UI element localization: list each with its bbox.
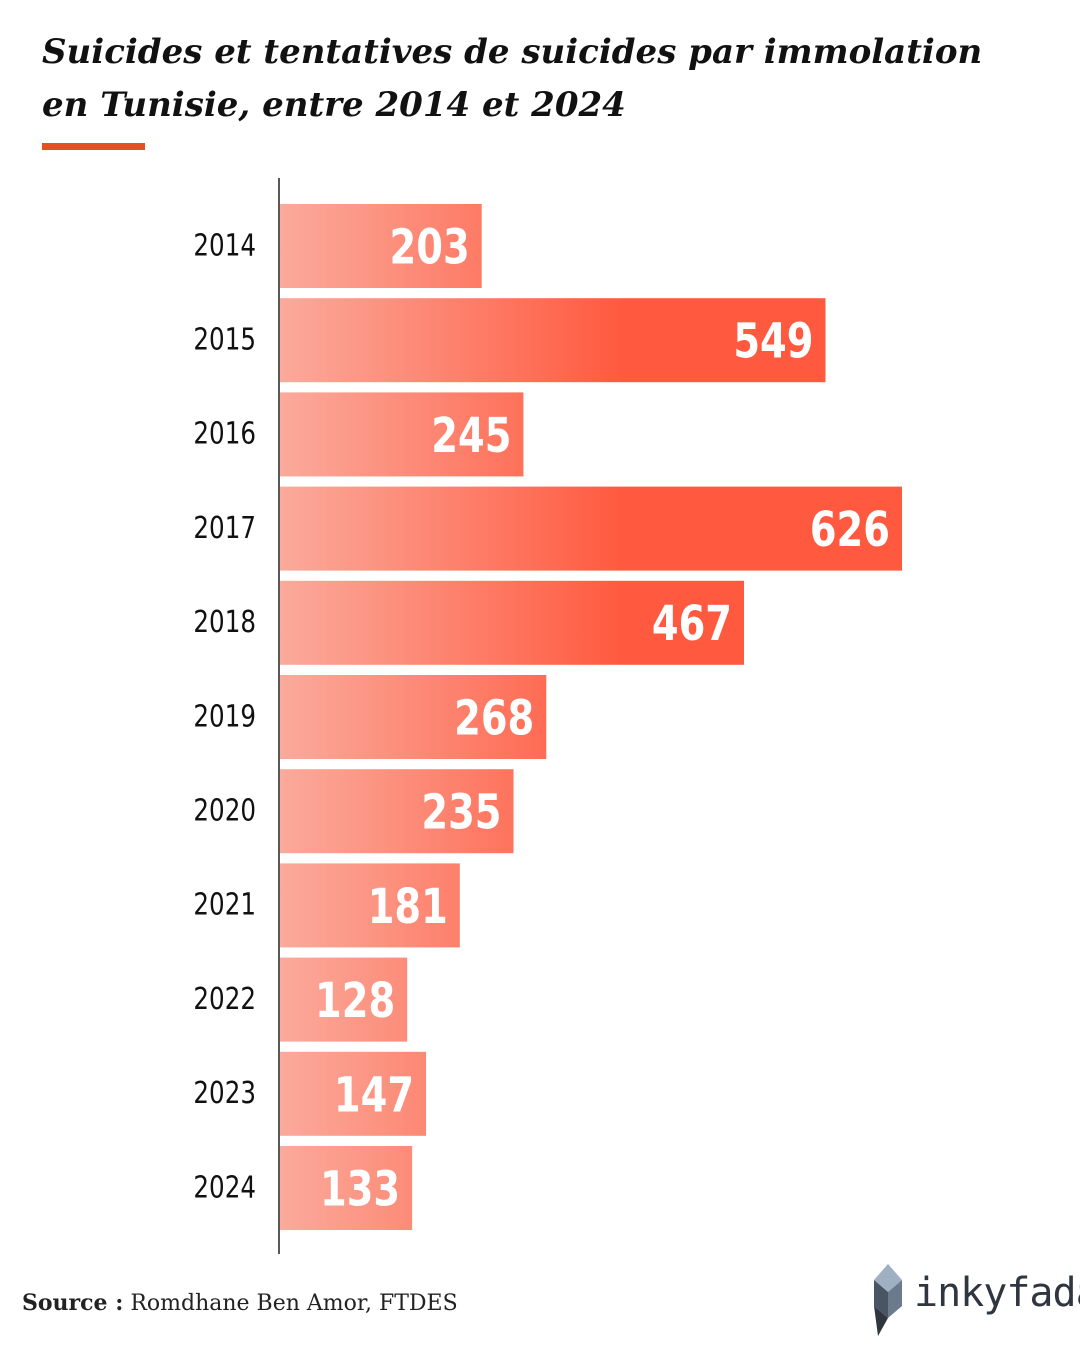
category-label-2017: 2017	[193, 512, 256, 546]
category-label-2021: 2021	[193, 888, 256, 922]
category-label-2022: 2022	[193, 983, 256, 1017]
data-label-2017: 626	[810, 503, 890, 558]
bar-2018	[280, 580, 745, 665]
bar-2021	[280, 863, 460, 948]
data-label-2022: 128	[315, 974, 395, 1029]
data-label-2023: 147	[334, 1068, 414, 1123]
chart-title: Suicides et tentatives de suicides par i…	[42, 32, 983, 125]
data-label-2021: 181	[368, 880, 448, 935]
data-label-2019: 268	[454, 691, 534, 746]
bar-2022	[280, 957, 408, 1042]
title-accent-rule	[42, 143, 145, 150]
category-label-2019: 2019	[193, 700, 256, 734]
category-label-2016: 2016	[193, 417, 256, 451]
category-label-2020: 2020	[193, 794, 256, 828]
bar-2015	[280, 298, 826, 383]
source-text: Romdhane Ben Amor, FTDES	[130, 1291, 458, 1316]
data-label-2018: 467	[652, 597, 732, 652]
bar-2014	[280, 204, 482, 288]
logo-mark-icon	[874, 1264, 902, 1336]
category-label-2014: 2014	[193, 229, 256, 263]
bar-2024	[280, 1146, 413, 1230]
data-label-2014: 203	[390, 220, 470, 275]
category-label-2023: 2023	[193, 1077, 256, 1111]
logo-wordmark: inkyfada	[914, 1270, 1080, 1316]
category-label-2024: 2024	[193, 1171, 256, 1205]
bar-chart: 2014 203 2015 549 2016 245 2017 626 2018 467 2019 2…	[193, 178, 902, 1254]
source-label: Source :	[22, 1290, 124, 1316]
inkyfada-logo: inkyfada	[868, 1262, 1080, 1338]
data-label-2016: 245	[431, 409, 511, 464]
category-label-2018: 2018	[193, 606, 256, 640]
bar-2016	[280, 392, 524, 477]
category-label-2015: 2015	[193, 323, 256, 357]
data-label-2024: 133	[320, 1162, 400, 1217]
data-label-2015: 549	[733, 315, 813, 370]
source-note: Source : Romdhane Ben Amor, FTDES	[22, 1290, 458, 1316]
bar-2023	[280, 1051, 427, 1136]
bar-2020	[280, 769, 514, 854]
data-label-2020: 235	[421, 786, 501, 841]
bar-2019	[280, 675, 547, 759]
bar-2017	[280, 486, 902, 571]
